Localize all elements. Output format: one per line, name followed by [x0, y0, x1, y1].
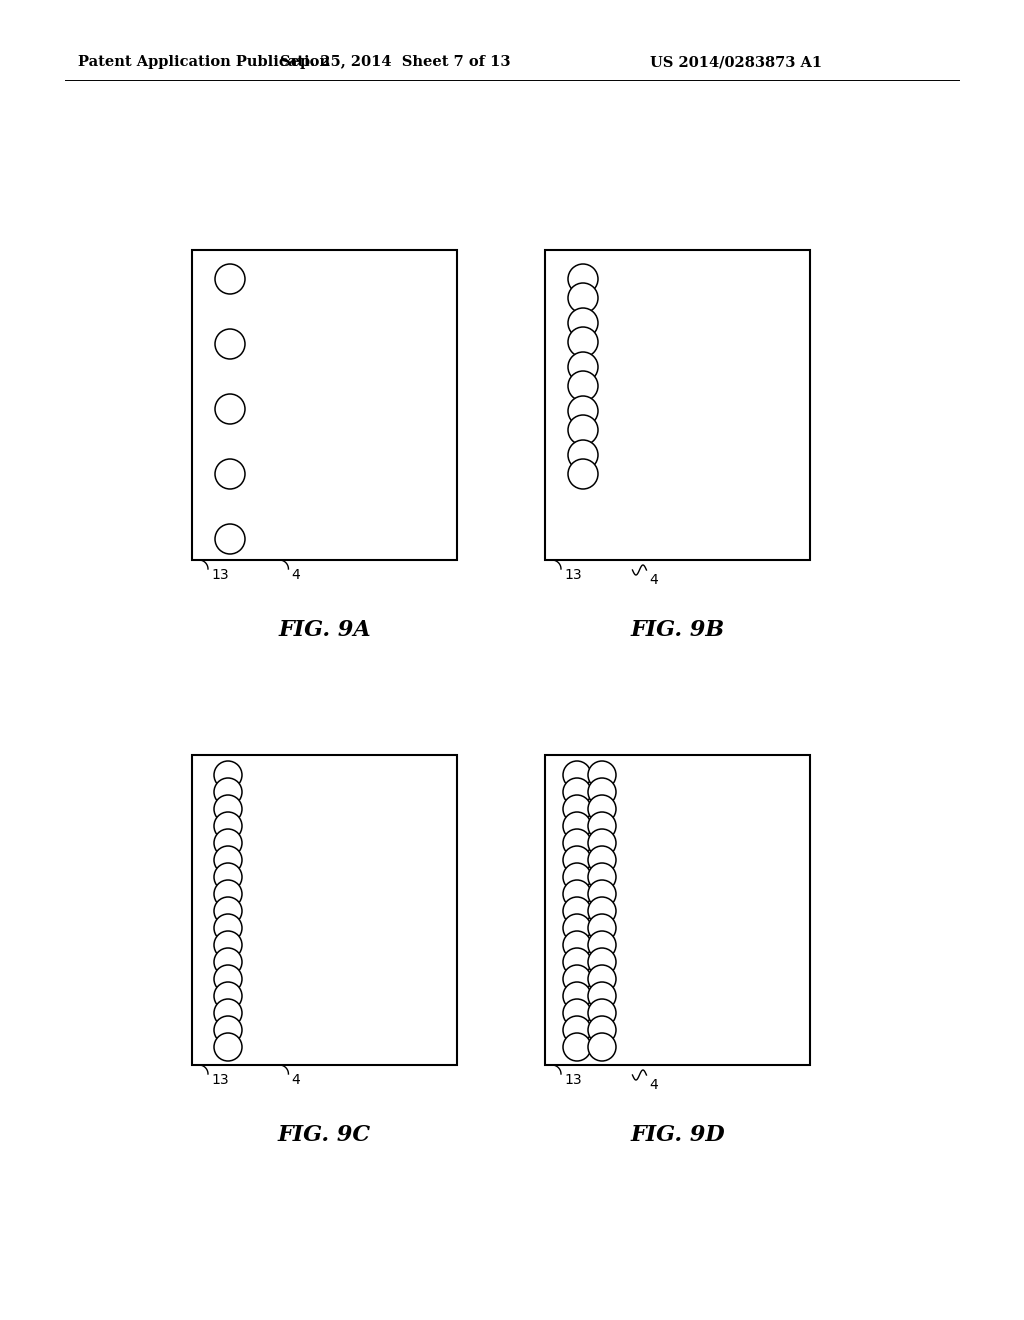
- Circle shape: [215, 264, 245, 294]
- Circle shape: [568, 352, 598, 381]
- Circle shape: [563, 762, 591, 789]
- Circle shape: [568, 282, 598, 313]
- Circle shape: [214, 812, 242, 840]
- Circle shape: [588, 829, 616, 857]
- Circle shape: [214, 999, 242, 1027]
- Circle shape: [563, 829, 591, 857]
- Circle shape: [563, 948, 591, 975]
- Circle shape: [568, 327, 598, 356]
- Circle shape: [214, 948, 242, 975]
- Text: FIG. 9B: FIG. 9B: [631, 619, 725, 642]
- Circle shape: [563, 1016, 591, 1044]
- Circle shape: [214, 1034, 242, 1061]
- Circle shape: [214, 863, 242, 891]
- Text: 13: 13: [211, 1073, 228, 1086]
- Circle shape: [563, 777, 591, 807]
- Circle shape: [588, 795, 616, 822]
- Circle shape: [563, 863, 591, 891]
- Bar: [545, 755, 810, 1065]
- Text: 4: 4: [649, 1078, 658, 1092]
- Text: 4: 4: [292, 568, 300, 582]
- Circle shape: [563, 812, 591, 840]
- Circle shape: [588, 1016, 616, 1044]
- Text: 13: 13: [564, 1073, 582, 1086]
- Circle shape: [588, 982, 616, 1010]
- Bar: [193, 755, 457, 1065]
- Circle shape: [214, 795, 242, 822]
- Circle shape: [214, 898, 242, 925]
- Circle shape: [563, 965, 591, 993]
- Circle shape: [563, 999, 591, 1027]
- Circle shape: [563, 846, 591, 874]
- Circle shape: [568, 414, 598, 445]
- Circle shape: [588, 898, 616, 925]
- Text: FIG. 9C: FIG. 9C: [278, 1125, 371, 1146]
- Text: FIG. 9D: FIG. 9D: [630, 1125, 725, 1146]
- Text: Patent Application Publication: Patent Application Publication: [78, 55, 330, 69]
- Circle shape: [214, 777, 242, 807]
- Circle shape: [214, 1016, 242, 1044]
- Circle shape: [214, 829, 242, 857]
- Circle shape: [214, 880, 242, 908]
- Circle shape: [214, 931, 242, 960]
- Circle shape: [568, 264, 598, 294]
- Circle shape: [563, 880, 591, 908]
- Circle shape: [563, 931, 591, 960]
- Circle shape: [214, 913, 242, 942]
- Circle shape: [568, 308, 598, 338]
- Circle shape: [588, 948, 616, 975]
- Circle shape: [588, 1034, 616, 1061]
- Circle shape: [214, 762, 242, 789]
- Circle shape: [588, 999, 616, 1027]
- Circle shape: [215, 329, 245, 359]
- Bar: [545, 249, 810, 560]
- Circle shape: [563, 1034, 591, 1061]
- Circle shape: [215, 524, 245, 554]
- Circle shape: [588, 777, 616, 807]
- Circle shape: [214, 965, 242, 993]
- Text: 4: 4: [649, 573, 658, 587]
- Circle shape: [588, 863, 616, 891]
- Circle shape: [563, 795, 591, 822]
- Circle shape: [563, 982, 591, 1010]
- Circle shape: [215, 459, 245, 488]
- Circle shape: [568, 440, 598, 470]
- Circle shape: [563, 913, 591, 942]
- Text: FIG. 9A: FIG. 9A: [279, 619, 371, 642]
- Circle shape: [568, 396, 598, 426]
- Circle shape: [588, 931, 616, 960]
- Circle shape: [214, 982, 242, 1010]
- Circle shape: [563, 898, 591, 925]
- Circle shape: [588, 812, 616, 840]
- Bar: [193, 249, 457, 560]
- Text: Sep. 25, 2014  Sheet 7 of 13: Sep. 25, 2014 Sheet 7 of 13: [280, 55, 510, 69]
- Circle shape: [588, 913, 616, 942]
- Circle shape: [568, 371, 598, 401]
- Text: 13: 13: [564, 568, 582, 582]
- Circle shape: [588, 762, 616, 789]
- Circle shape: [215, 393, 245, 424]
- Text: 4: 4: [292, 1073, 300, 1086]
- Text: 13: 13: [211, 568, 228, 582]
- Circle shape: [568, 459, 598, 488]
- Circle shape: [214, 846, 242, 874]
- Circle shape: [588, 965, 616, 993]
- Circle shape: [588, 846, 616, 874]
- Circle shape: [588, 880, 616, 908]
- Text: US 2014/0283873 A1: US 2014/0283873 A1: [650, 55, 822, 69]
